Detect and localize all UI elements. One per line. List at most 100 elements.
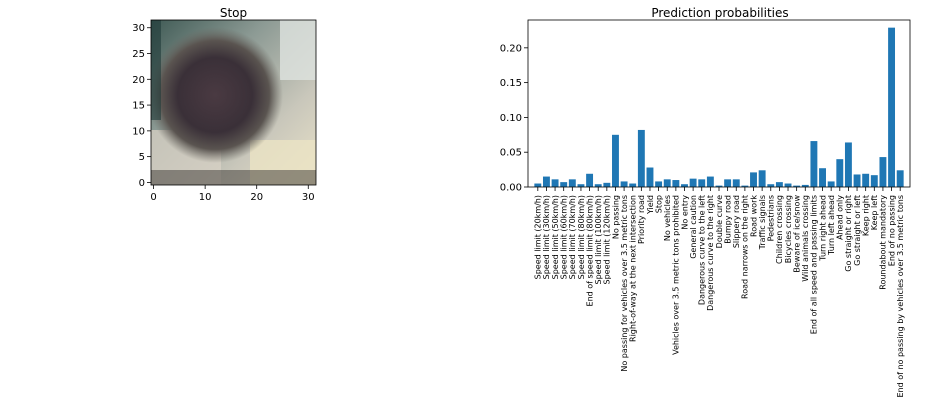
category-label: Vehicles over 3.5 metric tons prohibited: [672, 195, 681, 355]
stop-sign-shape: [151, 27, 283, 163]
image-panel: [151, 20, 316, 185]
bar: [655, 181, 663, 187]
bar: [603, 182, 611, 187]
bar: [870, 175, 878, 187]
bar: [844, 142, 852, 187]
category-label: End of all speed and passing limits: [810, 195, 819, 334]
bar: [715, 185, 723, 187]
category-label: Children crossing: [775, 195, 784, 264]
bar: [568, 179, 576, 187]
category-label: Speed limit (50km/h): [551, 195, 560, 279]
bar: [629, 183, 637, 187]
bar: [681, 184, 688, 187]
category-label: Keep left: [870, 195, 879, 230]
bar: [862, 173, 870, 187]
category-label: Right-of-way at the next intersection: [629, 195, 638, 342]
image-y-tick-label: 25: [132, 49, 145, 60]
bar: [534, 183, 542, 187]
bar: [879, 157, 887, 187]
category-labels: Speed limit (20km/h) Speed limit (30km/h)…: [534, 187, 905, 398]
bar: [741, 185, 749, 187]
image-y-tick-label: 30: [132, 23, 145, 34]
bar: [853, 174, 861, 187]
category-label: Speed limit (120km/h): [603, 195, 612, 284]
category-label: Wild animals crossing: [801, 195, 810, 282]
bar: [637, 129, 645, 187]
bar: [819, 168, 826, 187]
category-label: Dangerous curve to the left: [698, 195, 707, 305]
category-label: Stop: [654, 195, 663, 213]
category-label: Roundabout mandatory: [879, 195, 888, 290]
image-y-tick-label: 10: [132, 126, 145, 137]
bar: [784, 183, 792, 187]
bar: [577, 184, 585, 187]
bar-chart-frame: [527, 19, 911, 188]
image-y-tick-label: 15: [132, 101, 145, 112]
image-dark-bottom: [151, 170, 316, 185]
bar: [586, 173, 594, 187]
category-label: Turn left ahead: [827, 195, 836, 256]
category-label: Go straight or right: [844, 195, 853, 272]
category-label: End of no passing: [887, 195, 896, 266]
category-label: Road narrows on the right: [741, 195, 750, 299]
image-x-tick-label: 0: [150, 192, 156, 203]
image-dark-left-edge: [151, 20, 161, 120]
category-label: No passing for vehicles over 3.5 metric …: [620, 195, 629, 372]
image-x-tick-label: 30: [302, 192, 315, 203]
image-axis-ticks: 0 10 20 30 0 5 10 15 20 25 30: [132, 23, 314, 203]
bar: [646, 167, 654, 187]
category-label: Slippery road: [732, 195, 741, 248]
bar: [551, 179, 559, 187]
bar: [827, 181, 835, 187]
category-label: Traffic signals: [758, 195, 767, 250]
y-tick-label: 0.10: [500, 113, 522, 124]
bar: [542, 176, 550, 187]
category-label: Bicycles crossing: [784, 195, 793, 263]
category-label: Priority road: [637, 195, 646, 244]
image-x-tick-label: 10: [199, 192, 212, 203]
y-tick-label: 0.20: [500, 43, 522, 54]
y-tick-label: 0.05: [500, 148, 522, 159]
bar: [689, 178, 697, 187]
image-title: Stop: [220, 6, 247, 20]
category-label: End of no passing by vehicles over 3.5 m…: [896, 195, 905, 398]
bars: [534, 27, 904, 187]
bar: [793, 185, 801, 187]
bar: [560, 182, 568, 187]
image-bright-region: [280, 20, 316, 80]
category-label: No entry: [680, 195, 689, 230]
category-label: No passing: [611, 195, 620, 239]
category-label: Pedestrians: [767, 195, 776, 241]
category-label: Turn right ahead: [818, 195, 827, 262]
category-label: General caution: [689, 195, 698, 259]
category-label: Speed limit (30km/h): [542, 195, 551, 279]
category-label: Speed limit (20km/h): [534, 195, 543, 279]
category-label: Ahead only: [836, 195, 845, 240]
category-label: Speed limit (70km/h): [568, 195, 577, 279]
category-label: Speed limit (80km/h): [577, 195, 586, 279]
bar: [612, 134, 619, 187]
bar-chart-title: Prediction probabilities: [651, 6, 788, 20]
bar: [810, 141, 818, 187]
category-label: End of speed limit (80km/h): [585, 195, 594, 306]
bar: [767, 184, 775, 187]
bar: [775, 182, 783, 187]
bar: [750, 172, 757, 187]
image-y-tick-label: 0: [139, 178, 145, 189]
category-label: Go straight or left: [853, 195, 862, 266]
category-label: Speed limit (100km/h): [594, 195, 603, 284]
bar: [758, 170, 766, 187]
category-label: Bumpy road: [723, 195, 732, 244]
bar: [594, 184, 602, 187]
image-x-tick-label: 20: [250, 192, 263, 203]
bar: [896, 170, 904, 187]
image-y-tick-label: 20: [132, 75, 145, 86]
bar: [801, 184, 809, 187]
image-y-tick-label: 5: [139, 152, 145, 163]
y-tick-label: 0.15: [500, 78, 522, 89]
bar: [672, 180, 680, 187]
bar: [888, 27, 896, 187]
y-tick-label: 0.00: [500, 183, 522, 194]
bar: [663, 179, 671, 187]
